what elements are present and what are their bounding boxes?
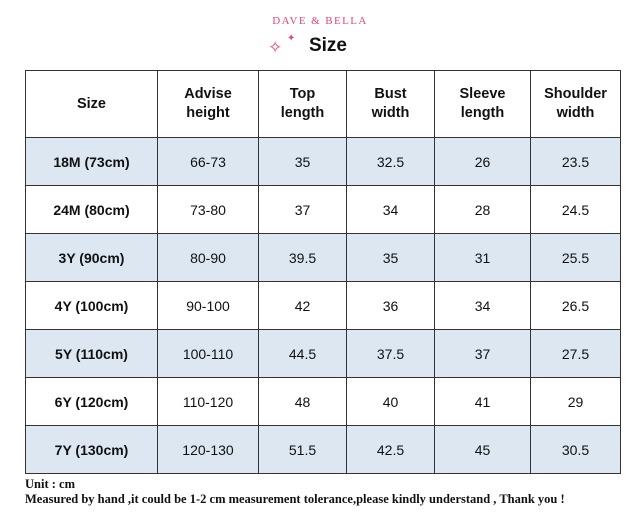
cell-shoulder-width: 24.5 — [530, 185, 621, 234]
title-area: ✧ ✦ Size — [0, 32, 640, 60]
cell-shoulder-width: 30.5 — [530, 425, 621, 474]
cell-top-length: 48 — [258, 377, 347, 426]
cell-sleeve-length: 41 — [434, 377, 531, 426]
cell-sleeve-length: 34 — [434, 281, 531, 330]
table-row: 6Y (120cm) 110-120 48 40 41 29 — [25, 377, 621, 426]
cell-top-length: 51.5 — [258, 425, 347, 474]
cell-bust-width: 42.5 — [346, 425, 435, 474]
cell-advise-height: 80-90 — [157, 233, 259, 282]
cell-advise-height: 100-110 — [157, 329, 259, 378]
table-header-row: Size Advise height Top length Bust width Sl… — [25, 70, 621, 138]
column-header-size: Size — [25, 70, 158, 138]
cell-shoulder-width: 27.5 — [530, 329, 621, 378]
table-row: 3Y (90cm) 80-90 39.5 35 31 25.5 — [25, 233, 621, 282]
cell-shoulder-width: 23.5 — [530, 137, 621, 186]
cell-top-length: 39.5 — [258, 233, 347, 282]
cell-bust-width: 35 — [346, 233, 435, 282]
cell-advise-height: 90-100 — [157, 281, 259, 330]
column-header-advise-height: Advise height — [157, 70, 259, 138]
cell-shoulder-width: 29 — [530, 377, 621, 426]
cell-advise-height: 73-80 — [157, 185, 259, 234]
sparkle-icon: ✦ — [287, 33, 296, 44]
cell-bust-width: 32.5 — [346, 137, 435, 186]
tolerance-note: Measured by hand ,it could be 1-2 cm mea… — [25, 492, 565, 506]
cell-bust-width: 37.5 — [346, 329, 435, 378]
brand-logo: DAVE & BELLA — [272, 15, 368, 27]
cell-top-length: 35 — [258, 137, 347, 186]
cell-size: 18M (73cm) — [25, 137, 158, 186]
cell-size: 24M (80cm) — [25, 185, 158, 234]
cell-size: 4Y (100cm) — [25, 281, 158, 330]
measurement-notes: Unit : cm Measured by hand ,it could be … — [25, 477, 565, 507]
cell-bust-width: 40 — [346, 377, 435, 426]
sparkle-icon: ✧ — [268, 38, 283, 58]
page-title: Size — [308, 35, 348, 56]
cell-shoulder-width: 25.5 — [530, 233, 621, 282]
cell-sleeve-length: 26 — [434, 137, 531, 186]
cell-size: 5Y (110cm) — [25, 329, 158, 378]
table-row: 24M (80cm) 73-80 37 34 28 24.5 — [25, 185, 621, 234]
cell-bust-width: 34 — [346, 185, 435, 234]
cell-advise-height: 110-120 — [157, 377, 259, 426]
cell-sleeve-length: 37 — [434, 329, 531, 378]
cell-size: 3Y (90cm) — [25, 233, 158, 282]
column-header-sleeve-length: Sleeve length — [434, 70, 531, 138]
cell-advise-height: 66-73 — [157, 137, 259, 186]
size-chart-table: Size Advise height Top length Bust width Sl… — [25, 70, 621, 474]
cell-top-length: 42 — [258, 281, 347, 330]
cell-sleeve-length: 28 — [434, 185, 531, 234]
cell-shoulder-width: 26.5 — [530, 281, 621, 330]
column-header-bust-width: Bust width — [346, 70, 435, 138]
column-header-top-length: Top length — [258, 70, 347, 138]
table-row: 18M (73cm) 66-73 35 32.5 26 23.5 — [25, 137, 621, 186]
cell-size: 6Y (120cm) — [25, 377, 158, 426]
cell-top-length: 37 — [258, 185, 347, 234]
table-row: 4Y (100cm) 90-100 42 36 34 26.5 — [25, 281, 621, 330]
cell-top-length: 44.5 — [258, 329, 347, 378]
cell-sleeve-length: 45 — [434, 425, 531, 474]
cell-sleeve-length: 31 — [434, 233, 531, 282]
cell-bust-width: 36 — [346, 281, 435, 330]
column-header-shoulder-width: Shoulder width — [530, 70, 621, 138]
cell-advise-height: 120-130 — [157, 425, 259, 474]
table-row: 7Y (130cm) 120-130 51.5 42.5 45 30.5 — [25, 425, 621, 474]
table-row: 5Y (110cm) 100-110 44.5 37.5 37 27.5 — [25, 329, 621, 378]
cell-size: 7Y (130cm) — [25, 425, 158, 474]
unit-note: Unit : cm — [25, 477, 75, 491]
